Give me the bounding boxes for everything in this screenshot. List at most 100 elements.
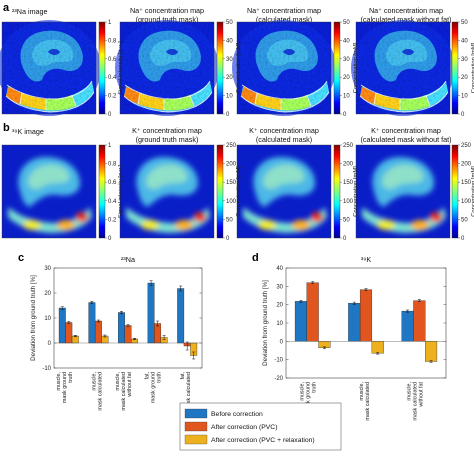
y-tick-label: 30 [44,266,51,272]
na-image-title: ²³Na image [12,7,48,16]
y-tick-label: -10 [42,366,51,372]
error-bar [103,334,107,338]
colorbar-a-3: 0 10 20 30 40 50 Concentration [mM] [451,20,474,118]
colorbar-tick: 100 [343,199,354,205]
colorbar-tick: 40 [226,38,233,44]
colorbar-tick: 200 [343,162,354,168]
na-map-calculated-title: Na⁺ concentration map [247,6,321,15]
colorbar-tick: 30 [461,57,468,63]
na-map-ground-truth-tile: Na⁺ concentration map (ground truth mask… [115,6,219,116]
k-map-calculated-tile: K⁺ concentration map (calculated mask) [236,126,332,239]
colorbar-tick: 10 [226,94,233,100]
colorbar-tick: 0.2 [108,94,117,100]
bar-after-correction-pvc [359,289,373,342]
colorbar-tick: 0 [108,236,112,242]
svg-text:(ground truth mask): (ground truth mask) [136,15,199,24]
colorbar-tick: 0.6 [108,57,117,63]
chart-title: ³⁹K [361,255,371,264]
category-label: fat,mask groundtruth [145,372,163,404]
colorbar-a-2: 0 10 20 30 40 50 Concentration [mM] [333,20,359,118]
colorbar-tick: 0.6 [108,180,117,186]
colorbar-tick: 20 [343,75,350,81]
colorbar-tick: 40 [343,38,350,44]
error-bar [322,346,326,349]
colorbar-tick: 10 [343,94,350,100]
error-bar [364,288,368,291]
category-label: muscle,mask calculated [359,382,371,421]
bar-after-correction-pvc-relaxation [371,341,384,354]
error-bar [417,299,421,302]
na-image-tile: ²³Na image [0,7,101,116]
colorbar-tick: 0 [108,112,112,118]
colorbar-label: Signal intensity [a.u.] [118,41,124,95]
y-axis-label: Deviation from ground truth [%] [30,275,37,361]
bar-before-correction [88,302,96,344]
k-map-calculated-without-fat-tile: K⁺ concentration map (calculated mask wi… [355,126,452,239]
colorbar-tick: 50 [461,217,468,223]
error-bar [73,335,77,337]
colorbar-tick: 250 [226,143,237,149]
k-image-tile: ³⁹K image [1,127,97,239]
bar-after-correction-pvc [94,320,102,344]
bar-after-correction-pvc [65,322,73,344]
colorbar-tick: 0 [461,112,465,118]
colorbar-label: Concentration [mM] [236,166,242,217]
k-map-ground-truth-tile: K⁺ concentration map (ground truth mask) [119,126,215,239]
svg-text:(calculated mask): (calculated mask) [256,135,312,144]
bar-after-correction-pvc-relaxation [71,335,79,344]
error-bar [352,301,356,305]
error-bar [90,301,94,304]
y-tick-label: 40 [276,266,283,272]
colorbar-tick: 30 [343,57,350,63]
y-tick-label: 20 [276,303,283,309]
panel-b-label: b [3,122,10,134]
legend: Before correction After correction (PVC)… [179,402,342,451]
error-bar [299,300,303,303]
category-label: muscle,mask calculatedwithout fat [406,382,424,421]
colorbar-b-2: 0 50 100 150 200 250 Concentration [mM] [333,143,359,242]
error-bar [376,352,380,355]
legend-label-before: Before correction [211,411,263,418]
colorbar-tick: 0.8 [108,38,117,44]
colorbar-tick: 0.8 [108,162,117,168]
svg-text:(calculated mask without fat): (calculated mask without fat) [360,135,451,144]
error-bar [179,285,183,292]
bar-after-correction-pvc [154,323,162,344]
bar-after-correction-pvc [124,325,132,344]
bar-before-correction [58,307,66,344]
bar-before-correction [294,301,307,342]
colorbar-a-1: 0 10 20 30 40 50 Concentration [mM] [216,20,242,118]
error-bar [429,360,433,363]
colorbar-b-3: 0 50 100 150 200 250 Concentration [mM] [451,143,474,242]
colorbar-tick: 150 [461,180,472,186]
colorbar-tick: 10 [461,94,468,100]
colorbar-tick: 0.4 [108,199,117,205]
category-label: muscle,mask groundtruth [300,382,318,414]
colorbar-tick: 0 [226,236,230,242]
colorbar-tick: 0 [343,112,347,118]
error-bar [133,338,137,340]
colorbar-tick: 100 [461,199,472,205]
colorbar-tick: 200 [226,162,237,168]
error-bar [149,280,153,286]
colorbar-b-1: 0 50 100 150 200 250 Concentration [mM] [216,143,242,242]
bar-before-correction [401,310,414,342]
colorbar-label: Concentration [mM] [353,42,359,93]
error-bar [126,324,130,327]
bar-before-correction [348,303,361,342]
error-bar [162,335,166,340]
k-map-without-fat-title: K⁺ concentration map [371,126,441,135]
colorbar-label: Concentration [mM] [236,42,242,93]
colorbar-tick: 0 [226,112,230,118]
y-tick-label: -20 [274,376,283,382]
category-label: fat,mask calculated [180,372,192,411]
colorbar-label: Concentration [mM] [353,166,359,217]
na-map-calculated-tile: Na⁺ concentration map (calculated mask) [232,6,336,116]
svg-text:(calculated mask without fat): (calculated mask without fat) [360,15,451,24]
panel-a-label: a [3,2,10,14]
k-image-title: ³⁹K image [12,127,44,136]
y-tick-label: 30 [276,284,283,290]
y-tick-label: 20 [44,291,51,297]
